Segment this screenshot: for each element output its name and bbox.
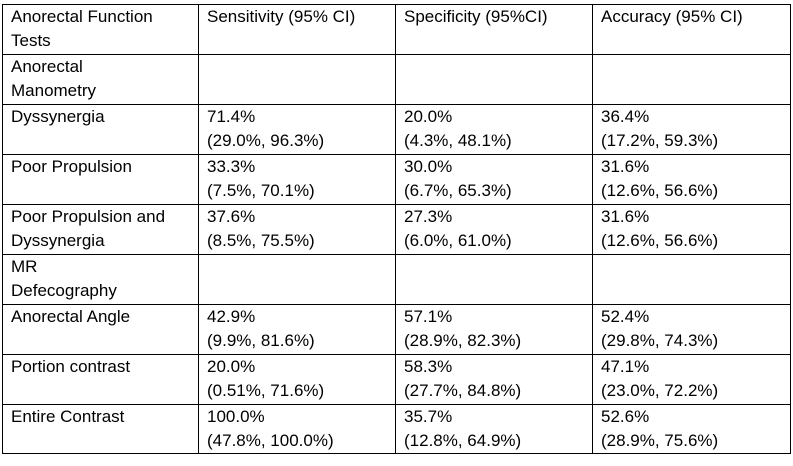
header-specificity-label: Specificity (95%CI): [404, 7, 548, 26]
specificity-cell: 57.1% (28.9%, 82.3%): [395, 304, 593, 355]
sensitivity-cell: 37.6% (8.5%, 75.5%): [198, 204, 396, 255]
specificity-ci: (28.9%, 82.3%): [404, 331, 522, 350]
sensitivity-ci: (8.5%, 75.5%): [207, 231, 315, 250]
row-label: Portion contrast: [11, 357, 131, 376]
empty-cell: [395, 54, 593, 105]
table-row-anorectal-angle: Anorectal Angle 42.9% (9.9%, 81.6%) 57.1…: [2, 304, 791, 355]
specificity-value: 27.3%: [404, 207, 453, 226]
specificity-ci: (6.0%, 61.0%): [404, 231, 512, 250]
accuracy-cell: 47.1% (23.0%, 72.2%): [592, 354, 791, 405]
sensitivity-cell: 71.4% (29.0%, 96.3%): [198, 104, 396, 155]
sensitivity-value: 42.9%: [207, 307, 256, 326]
accuracy-ci: (29.8%, 74.3%): [601, 331, 719, 350]
table-row-portion-contrast: Portion contrast 20.0% (0.51%, 71.6%) 58…: [2, 354, 791, 405]
section-label-line-2: Manometry: [11, 81, 97, 100]
empty-cell: [395, 254, 593, 305]
empty-cell: [592, 54, 791, 105]
sensitivity-ci: (9.9%, 81.6%): [207, 331, 315, 350]
sensitivity-ci: (7.5%, 70.1%): [207, 181, 315, 200]
accuracy-ci: (12.6%, 56.6%): [601, 231, 719, 250]
header-test-line-1: Anorectal Function: [11, 7, 153, 26]
sensitivity-value: 37.6%: [207, 207, 256, 226]
sensitivity-ci: (0.51%, 71.6%): [207, 381, 325, 400]
row-label-cell: Anorectal Angle: [2, 304, 199, 355]
header-test-line-2: Tests: [11, 31, 51, 50]
sensitivity-cell: 42.9% (9.9%, 81.6%): [198, 304, 396, 355]
accuracy-cell: 31.6% (12.6%, 56.6%): [592, 154, 791, 205]
sensitivity-ci: (29.0%, 96.3%): [207, 131, 325, 150]
section-label-line-2: Defecography: [11, 281, 117, 300]
accuracy-cell: 52.4% (29.8%, 74.3%): [592, 304, 791, 355]
section-row-mr-defecography: MR Defecography: [2, 254, 791, 305]
accuracy-value: 36.4%: [601, 107, 650, 126]
specificity-ci: (4.3%, 48.1%): [404, 131, 512, 150]
specificity-value: 30.0%: [404, 157, 453, 176]
specificity-value: 35.7%: [404, 407, 453, 426]
specificity-ci: (27.7%, 84.8%): [404, 381, 522, 400]
table-row-poor-propulsion: Poor Propulsion 33.3% (7.5%, 70.1%) 30.0…: [2, 154, 791, 205]
specificity-ci: (12.8%, 64.9%): [404, 431, 522, 450]
header-accuracy-cell: Accuracy (95% CI): [592, 4, 791, 55]
row-label-cell: Poor Propulsion: [2, 154, 199, 205]
specificity-cell: 35.7% (12.8%, 64.9%): [395, 404, 593, 454]
accuracy-cell: 52.6% (28.9%, 75.6%): [592, 404, 791, 454]
sensitivity-cell: 100.0% (47.8%, 100.0%): [198, 404, 396, 454]
section-label-cell: Anorectal Manometry: [2, 54, 199, 105]
header-row: Anorectal Function Tests Sensitivity (95…: [2, 4, 791, 55]
accuracy-ci: (23.0%, 72.2%): [601, 381, 719, 400]
row-label-cell: Entire Contrast: [2, 404, 199, 454]
specificity-value: 58.3%: [404, 357, 453, 376]
accuracy-ci: (17.2%, 59.3%): [601, 131, 719, 150]
sensitivity-value: 33.3%: [207, 157, 256, 176]
accuracy-value: 52.6%: [601, 407, 650, 426]
sensitivity-cell: 33.3% (7.5%, 70.1%): [198, 154, 396, 205]
specificity-cell: 30.0% (6.7%, 65.3%): [395, 154, 593, 205]
sensitivity-ci: (47.8%, 100.0%): [207, 431, 334, 450]
row-label: Entire Contrast: [11, 407, 125, 426]
header-sensitivity-label: Sensitivity (95% CI): [207, 7, 356, 26]
row-label-line-1: Poor Propulsion and: [11, 207, 166, 226]
specificity-cell: 20.0% (4.3%, 48.1%): [395, 104, 593, 155]
table-row-dyssynergia: Dyssynergia 71.4% (29.0%, 96.3%) 20.0% (…: [2, 104, 791, 155]
sensitivity-value: 100.0%: [207, 407, 265, 426]
specificity-cell: 27.3% (6.0%, 61.0%): [395, 204, 593, 255]
empty-cell: [592, 254, 791, 305]
accuracy-cell: 31.6% (12.6%, 56.6%): [592, 204, 791, 255]
section-label-cell: MR Defecography: [2, 254, 199, 305]
sensitivity-cell: 20.0% (0.51%, 71.6%): [198, 354, 396, 405]
empty-cell: [198, 54, 396, 105]
row-label-cell: Poor Propulsion and Dyssynergia: [2, 204, 199, 255]
row-label-cell: Dyssynergia: [2, 104, 199, 155]
empty-cell: [198, 254, 396, 305]
specificity-value: 57.1%: [404, 307, 453, 326]
header-specificity-cell: Specificity (95%CI): [395, 4, 593, 55]
row-label: Dyssynergia: [11, 107, 105, 126]
header-accuracy-label: Accuracy (95% CI): [601, 7, 743, 26]
header-sensitivity-cell: Sensitivity (95% CI): [198, 4, 396, 55]
header-test-cell: Anorectal Function Tests: [2, 4, 199, 55]
diagnostic-accuracy-table: Anorectal Function Tests Sensitivity (95…: [2, 4, 791, 454]
specificity-cell: 58.3% (27.7%, 84.8%): [395, 354, 593, 405]
specificity-value: 20.0%: [404, 107, 453, 126]
section-label-line-1: MR: [11, 257, 38, 276]
table-row-entire-contrast: Entire Contrast 100.0% (47.8%, 100.0%) 3…: [2, 404, 791, 454]
row-label: Anorectal Angle: [11, 307, 131, 326]
accuracy-value: 47.1%: [601, 357, 650, 376]
table-row-poor-propulsion-and-dyssynergia: Poor Propulsion and Dyssynergia 37.6% (8…: [2, 204, 791, 255]
sensitivity-value: 71.4%: [207, 107, 256, 126]
row-label-line-2: Dyssynergia: [11, 231, 105, 250]
specificity-ci: (6.7%, 65.3%): [404, 181, 512, 200]
accuracy-ci: (12.6%, 56.6%): [601, 181, 719, 200]
accuracy-cell: 36.4% (17.2%, 59.3%): [592, 104, 791, 155]
accuracy-ci: (28.9%, 75.6%): [601, 431, 719, 450]
accuracy-value: 31.6%: [601, 157, 650, 176]
section-label-line-1: Anorectal: [11, 57, 83, 76]
section-row-manometry: Anorectal Manometry: [2, 54, 791, 105]
accuracy-value: 31.6%: [601, 207, 650, 226]
accuracy-value: 52.4%: [601, 307, 650, 326]
sensitivity-value: 20.0%: [207, 357, 256, 376]
row-label: Poor Propulsion: [11, 157, 132, 176]
row-label-cell: Portion contrast: [2, 354, 199, 405]
